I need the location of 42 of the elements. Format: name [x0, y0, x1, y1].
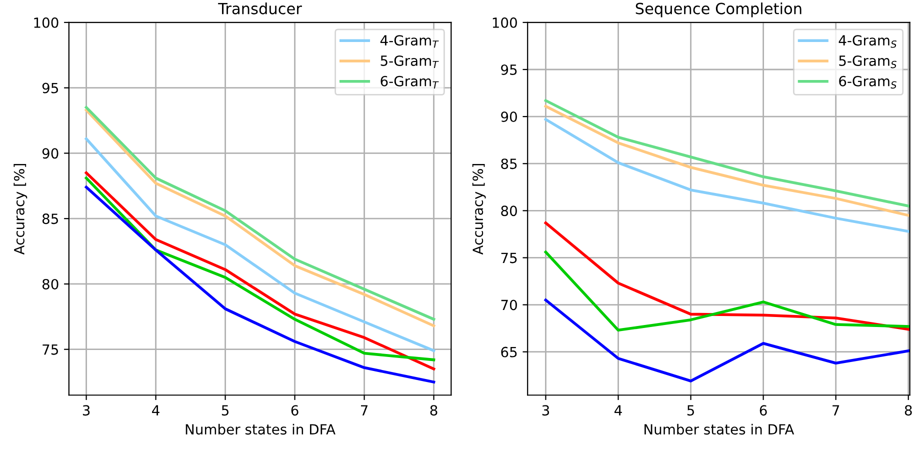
y-tick-label: 90 [42, 148, 58, 159]
x-tick-label: 4 [614, 405, 622, 416]
x-tick-label: 3 [82, 405, 90, 416]
line-series [84, 137, 436, 352]
y-tick-label: 95 [501, 64, 517, 75]
y-tick-label: 80 [42, 278, 58, 290]
line-series [544, 250, 910, 332]
y-tick-label: 75 [42, 344, 58, 355]
y-tick-label: 90 [501, 112, 517, 122]
y-tick-label: 85 [42, 214, 58, 224]
chart-title: Sequence Completion [636, 2, 802, 18]
legend-label: 5-Gram$_{T}$ [380, 55, 439, 68]
legend-label: 4-Gram$_{S}$ [838, 35, 896, 48]
y-axis-title: Accuracy [%] [14, 164, 28, 255]
y-tick-label: 75 [501, 252, 517, 264]
y-tick-label: 100 [34, 17, 58, 28]
y-tick-label: 65 [501, 346, 517, 358]
legend-label: 6-Gram$_{T}$ [380, 76, 439, 88]
x-tick-label: 3 [542, 405, 550, 416]
x-tick-label: 5 [222, 405, 228, 416]
x-tick-label: 5 [687, 405, 694, 416]
y-axis-title: Accuracy [%] [472, 164, 486, 255]
x-axis-title: Number states in DFA [186, 424, 336, 435]
legend-label: 4-Gram$_{T}$ [380, 35, 439, 48]
chart-title: Transducer [218, 2, 302, 14]
y-tick-label: 100 [492, 17, 517, 28]
x-tick-label: 7 [832, 405, 840, 416]
x-tick-label: 6 [760, 405, 767, 416]
x-tick-label: 8 [430, 405, 438, 416]
x-tick-label: 8 [904, 405, 912, 416]
y-tick-label: 95 [42, 82, 58, 94]
x-tick-label: 6 [291, 405, 298, 416]
x-tick-label: 4 [152, 405, 160, 416]
legend-label: 6-Gram$_{S}$ [839, 76, 896, 89]
y-tick-label: 85 [501, 158, 517, 170]
x-tick-label: 7 [361, 405, 368, 416]
x-axis-title: Number states in DFA [644, 424, 794, 435]
y-tick-label: 80 [501, 206, 517, 216]
line-series [544, 298, 910, 382]
line-series [544, 118, 910, 233]
y-tick-label: 70 [501, 300, 517, 310]
legend-label: 5-Gram$_{S}$ [839, 55, 896, 68]
